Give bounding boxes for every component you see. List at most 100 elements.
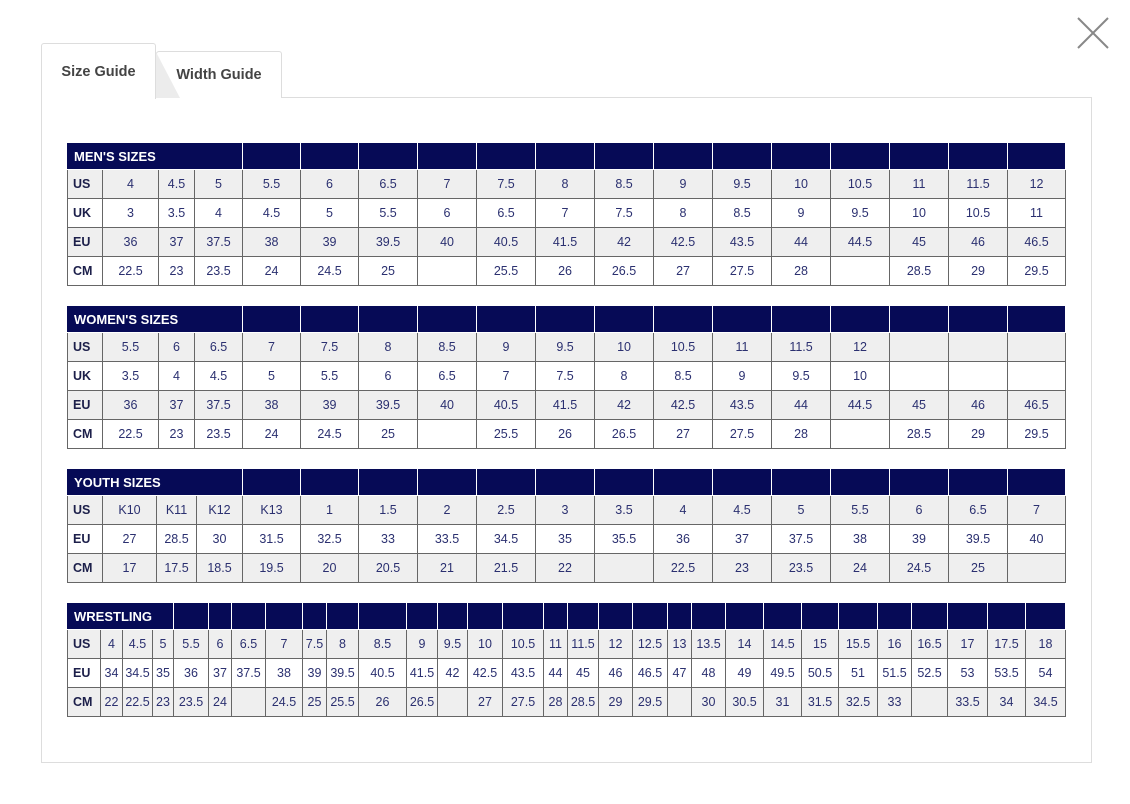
size-cell: 37.5 — [231, 658, 266, 688]
size-cell: 14.5 — [763, 629, 802, 659]
size-cell: 8.5 — [653, 361, 714, 391]
size-cell: 1 — [300, 495, 359, 525]
size-cell: 2.5 — [476, 495, 536, 525]
header-cell — [231, 603, 266, 630]
header-cell — [771, 143, 832, 170]
table-header-row: YOUTH SIZES — [67, 469, 1066, 496]
size-cell: 37 — [158, 390, 195, 420]
size-cell: 5 — [152, 629, 174, 659]
size-cell: 51 — [838, 658, 878, 688]
size-cell: 10 — [467, 629, 503, 659]
size-cell: 8 — [535, 169, 596, 199]
size-cell: 18.5 — [196, 553, 243, 583]
header-cell — [476, 306, 537, 333]
size-cell: 15 — [801, 629, 839, 659]
size-cell: 10.5 — [948, 198, 1009, 228]
size-cell: 34 — [100, 658, 123, 688]
size-cell: 25.5 — [476, 419, 537, 449]
size-cell: 7.5 — [476, 169, 537, 199]
table-title: MEN'S SIZES — [66, 143, 244, 170]
header-cell — [598, 603, 633, 630]
table-header-row: WRESTLING — [67, 603, 1066, 630]
size-cell — [948, 332, 1009, 362]
header-cell — [947, 603, 988, 630]
size-cell: 4 — [100, 629, 123, 659]
header-cell — [302, 603, 327, 630]
size-cell: 6.5 — [948, 495, 1008, 525]
header-cell — [889, 143, 950, 170]
size-cell: 46.5 — [632, 658, 668, 688]
table-title: WRESTLING — [67, 603, 174, 630]
size-cell: 27 — [467, 687, 503, 717]
header-cell — [653, 469, 713, 496]
size-cell: 25.5 — [326, 687, 359, 717]
size-cell: 46 — [598, 658, 633, 688]
tab-width-guide[interactable]: Width Guide — [156, 51, 282, 98]
size-cell: 22.5 — [102, 419, 159, 449]
size-cell: 40 — [417, 390, 478, 420]
size-cell: 11 — [1007, 198, 1067, 228]
size-cell: 37 — [208, 658, 232, 688]
size-cell — [1007, 332, 1067, 362]
size-cell: 16 — [877, 629, 912, 659]
size-cell: 6 — [417, 198, 478, 228]
row-label: US — [67, 332, 103, 362]
size-cell: 28 — [543, 687, 568, 717]
size-cell — [417, 256, 478, 286]
header-cell — [594, 143, 655, 170]
header-cell — [242, 306, 302, 333]
header-cell — [300, 469, 359, 496]
size-cell: 24 — [242, 419, 302, 449]
header-cell — [763, 603, 802, 630]
size-cell — [231, 687, 266, 717]
size-cell: 4 — [193, 198, 244, 228]
header-cell — [417, 143, 478, 170]
size-cell: 37.5 — [193, 390, 244, 420]
close-icon[interactable] — [1076, 16, 1110, 50]
size-cell: 25 — [358, 256, 419, 286]
header-cell — [838, 603, 878, 630]
size-cell: 13 — [667, 629, 692, 659]
size-cell: 40 — [1007, 524, 1066, 554]
size-cell: 53 — [947, 658, 988, 688]
header-cell — [712, 306, 773, 333]
size-cell: 7 — [535, 198, 596, 228]
size-cell: 29 — [598, 687, 633, 717]
size-cell: 8.5 — [712, 198, 773, 228]
row-label: EU — [67, 390, 103, 420]
size-cell: 2 — [417, 495, 477, 525]
header-cell — [653, 306, 714, 333]
size-cell: 7 — [417, 169, 478, 199]
tab-size-guide[interactable]: Size Guide — [41, 43, 156, 99]
size-cell: 47 — [667, 658, 692, 688]
size-cell — [830, 256, 891, 286]
size-cell: 3 — [102, 198, 159, 228]
size-cell: 10 — [594, 332, 655, 362]
size-cell: 8 — [594, 361, 655, 391]
header-cell — [242, 143, 302, 170]
size-cell: 6.5 — [358, 169, 419, 199]
size-cell: 8 — [326, 629, 359, 659]
size-cell: 4 — [102, 169, 159, 199]
size-cell — [594, 553, 654, 583]
size-cell: 34.5 — [476, 524, 536, 554]
header-cell — [417, 306, 478, 333]
table-row: US 4 4.5 5 5.5 6 6.5 7 7.5 8 8.5 9 9.5 10 10.5 11 11.5 12 — [67, 169, 1067, 199]
header-cell — [725, 603, 764, 630]
size-cell: 30 — [691, 687, 726, 717]
size-cell: 28.5 — [889, 256, 950, 286]
size-cell: 43.5 — [712, 390, 773, 420]
size-cell: K11 — [156, 495, 197, 525]
row-label: UK — [67, 361, 103, 391]
size-cell: 39 — [889, 524, 949, 554]
size-cell: 23 — [158, 419, 195, 449]
size-cell: 5.5 — [830, 495, 890, 525]
table-row: UK 3.5 4 4.5 5 5.5 6 6.5 7 7.5 8 8.5 9 9.5 10 — [67, 361, 1067, 391]
size-cell: 16.5 — [911, 629, 948, 659]
size-cell: 21 — [417, 553, 477, 583]
size-cell: 6 — [889, 495, 949, 525]
size-cell: 48 — [691, 658, 726, 688]
size-cell: 28.5 — [889, 419, 950, 449]
size-cell: 42.5 — [467, 658, 503, 688]
size-cell: 10.5 — [653, 332, 714, 362]
